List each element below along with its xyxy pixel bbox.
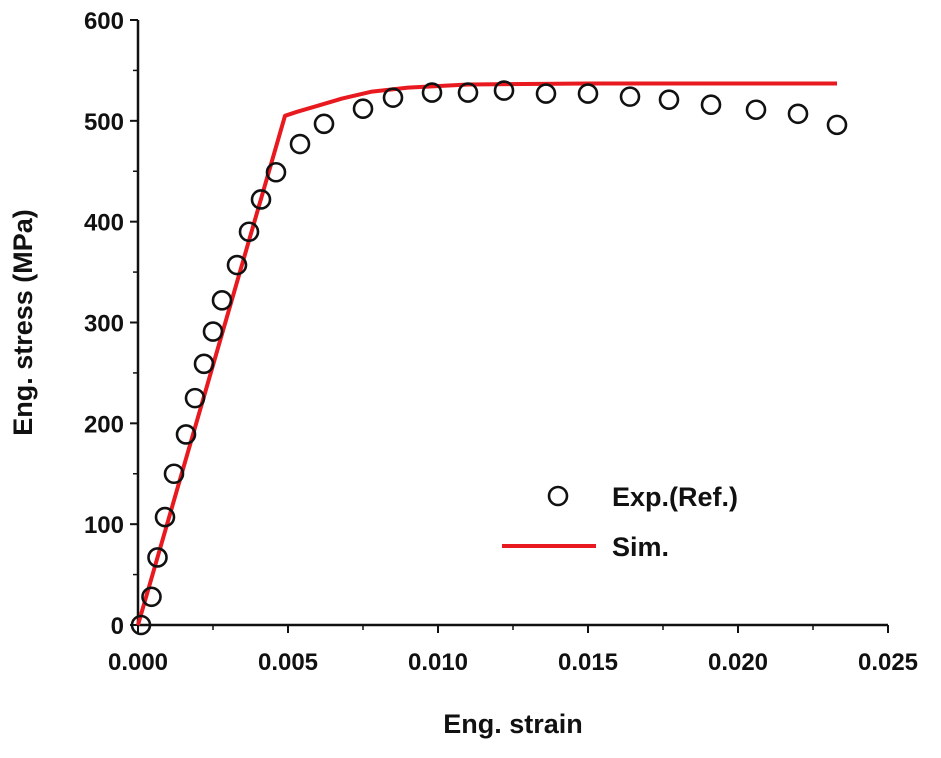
x-axis-title: Eng. strain <box>443 709 583 739</box>
data-point-exp <box>352 98 374 120</box>
data-point-exp <box>265 161 287 183</box>
data-point-exp <box>130 614 152 636</box>
series-layer <box>130 80 848 636</box>
y-tick-label: 600 <box>84 8 124 35</box>
legend-label-sim: Sim. <box>612 532 669 562</box>
data-point-exp <box>202 321 224 342</box>
data-point-exp <box>493 80 515 101</box>
x-tick-label: 0.025 <box>858 649 918 676</box>
y-tick-label: 300 <box>84 311 124 338</box>
x-tick-label: 0.000 <box>108 649 168 676</box>
y-tick-label: 0 <box>111 613 124 640</box>
ticks-layer: 0.000 0.005 0.010 0.015 0.020 0.025 0 100 200 300… <box>84 8 918 676</box>
data-point-exp <box>289 133 311 155</box>
y-tick-label: 200 <box>84 411 124 438</box>
y-tick-label: 100 <box>84 512 124 539</box>
data-point-exp <box>577 83 599 104</box>
data-point-exp <box>211 290 233 311</box>
data-point-exp <box>535 83 557 104</box>
data-point-exp <box>193 353 215 375</box>
data-point-exp <box>147 547 168 568</box>
legend: Exp.(Ref.) Sim. <box>502 482 738 562</box>
x-tick-label: 0.015 <box>558 649 618 676</box>
data-point-exp <box>154 506 176 528</box>
data-point-exp <box>238 221 260 243</box>
data-point-exp <box>141 586 162 608</box>
data-point-exp <box>184 387 206 409</box>
data-point-exp <box>226 254 248 276</box>
x-tick-label: 0.010 <box>408 649 468 676</box>
data-point-exp <box>658 89 680 110</box>
data-point-exp <box>619 86 641 107</box>
series-line-sim <box>136 81 837 626</box>
data-point-exp <box>421 82 443 103</box>
data-point-exp <box>787 103 809 125</box>
data-point-exp <box>313 113 335 135</box>
legend-marker-exp <box>547 485 569 507</box>
axes-layer <box>136 20 888 627</box>
y-tick-label: 400 <box>84 210 124 237</box>
data-point-exp <box>457 82 479 103</box>
legend-label-exp: Exp.(Ref.) <box>612 482 738 512</box>
y-tick-label: 500 <box>84 109 124 136</box>
data-point-exp <box>745 99 767 121</box>
x-tick-label: 0.005 <box>258 649 318 676</box>
data-point-exp <box>163 463 185 485</box>
y-axis-title: Eng. stress (MPa) <box>8 209 38 436</box>
x-tick-label: 0.020 <box>708 649 768 676</box>
data-point-exp <box>826 114 848 136</box>
data-point-exp <box>700 94 722 115</box>
data-point-exp <box>382 87 404 108</box>
data-point-exp <box>175 424 197 445</box>
data-point-exp <box>250 189 272 210</box>
